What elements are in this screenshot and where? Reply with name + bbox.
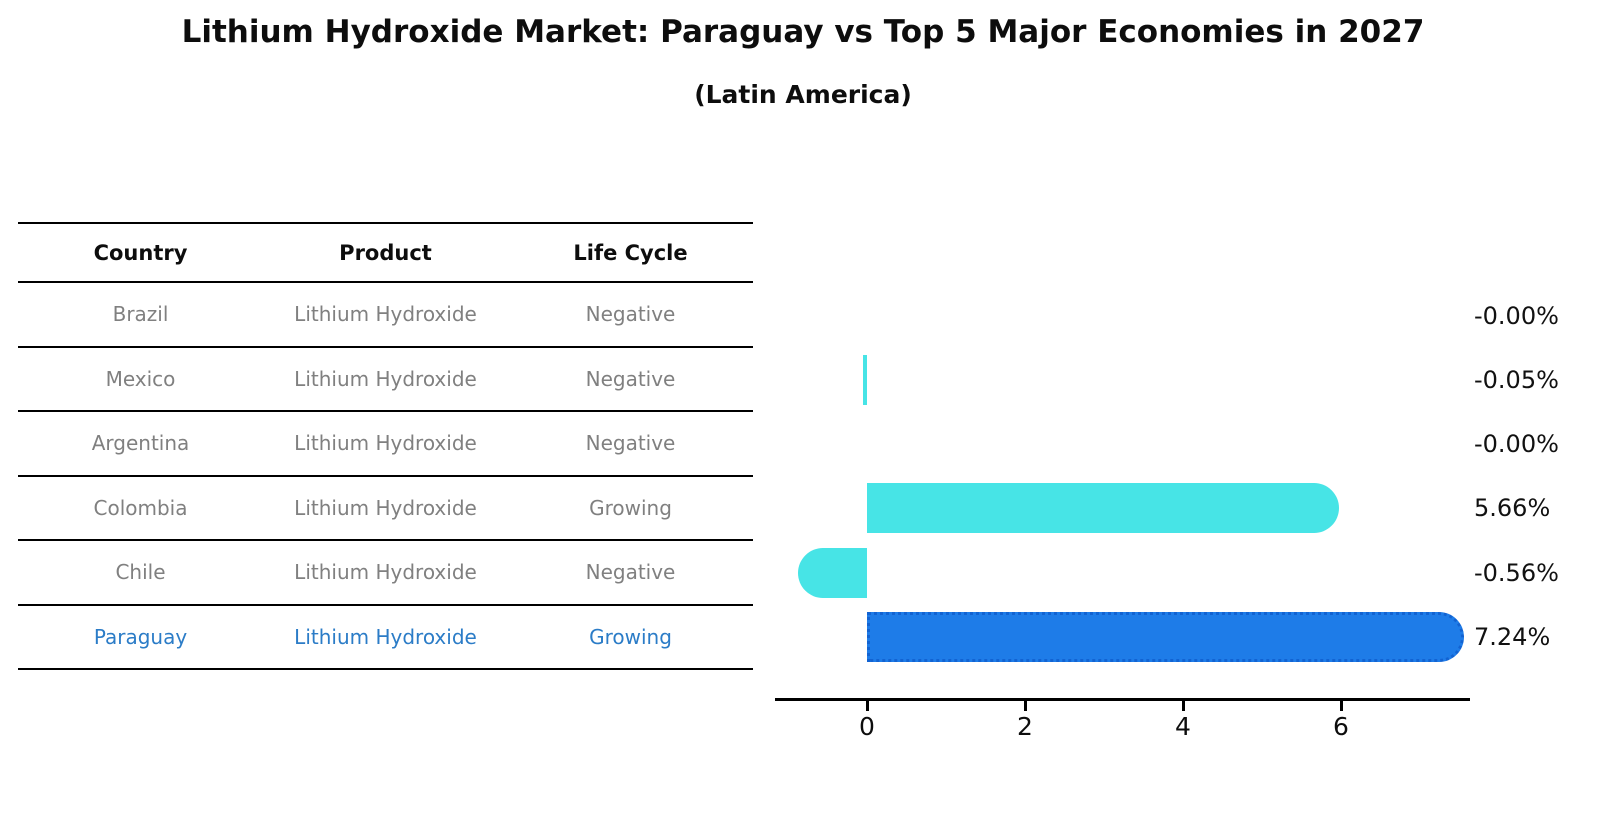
value-label-paraguay: 7.24%	[1474, 623, 1551, 651]
cell-product: Lithium Hydroxide	[294, 431, 477, 456]
table-row: Paraguay Lithium Hydroxide Growing	[18, 606, 753, 670]
x-axis-tick	[1023, 701, 1027, 711]
table-row: Mexico Lithium Hydroxide Negative	[18, 348, 753, 412]
cell-product: Lithium Hydroxide	[294, 366, 477, 391]
x-axis-tick	[1339, 701, 1343, 711]
cell-life-cycle: Negative	[585, 560, 676, 585]
column-header-product: Product	[339, 240, 432, 265]
cell-life-cycle: Growing	[589, 495, 672, 520]
table-row: Brazil Lithium Hydroxide Negative	[18, 283, 753, 348]
cell-product: Lithium Hydroxide	[294, 560, 477, 585]
value-label-mexico: -0.05%	[1474, 365, 1559, 394]
chart-subtitle: (Latin America)	[694, 80, 912, 109]
cell-life-cycle: Negative	[585, 366, 676, 391]
cell-product: Lithium Hydroxide	[294, 624, 477, 649]
value-label-argentina: -0.00%	[1474, 430, 1559, 459]
chart-title: Lithium Hydroxide Market: Paraguay vs To…	[181, 14, 1425, 50]
cell-country: Chile	[115, 560, 166, 585]
x-axis-tick-label: 4	[1175, 712, 1191, 741]
value-label-colombia: 5.66%	[1474, 494, 1551, 523]
cell-life-cycle: Negative	[585, 431, 676, 456]
cell-life-cycle: Growing	[589, 624, 672, 649]
cell-product: Lithium Hydroxide	[294, 302, 477, 327]
bar-paraguay	[867, 612, 1464, 662]
table-row: Chile Lithium Hydroxide Negative	[18, 541, 753, 606]
summary-table: Country Product Life Cycle Brazil Lithium Hy…	[18, 222, 753, 670]
table-row: Colombia Lithium Hydroxide Growing	[18, 477, 753, 541]
bar-colombia	[867, 483, 1340, 534]
x-axis-tick-label: 2	[1017, 712, 1033, 741]
value-label-chile: -0.56%	[1474, 558, 1559, 587]
x-axis-tick-label: 6	[1333, 712, 1349, 741]
cell-country: Paraguay	[93, 624, 188, 649]
x-axis-tick	[865, 701, 869, 711]
x-axis-tick	[1181, 701, 1185, 711]
column-header-life-cycle: Life Cycle	[573, 240, 688, 265]
bar-chile	[797, 547, 867, 598]
cell-country: Colombia	[93, 495, 188, 520]
table-header-row: Country Product Life Cycle	[18, 224, 753, 283]
bar-mexico	[863, 354, 867, 405]
cell-country: Mexico	[105, 366, 176, 391]
cell-life-cycle: Negative	[585, 302, 676, 327]
x-axis-tick-label: 0	[859, 712, 875, 741]
cell-product: Lithium Hydroxide	[294, 495, 477, 520]
cell-country: Argentina	[91, 431, 190, 456]
value-label-brazil: -0.00%	[1474, 301, 1559, 330]
column-header-country: Country	[93, 240, 188, 265]
table-row: Argentina Lithium Hydroxide Negative	[18, 412, 753, 477]
cell-country: Brazil	[112, 302, 169, 327]
x-axis-line	[775, 698, 1470, 701]
